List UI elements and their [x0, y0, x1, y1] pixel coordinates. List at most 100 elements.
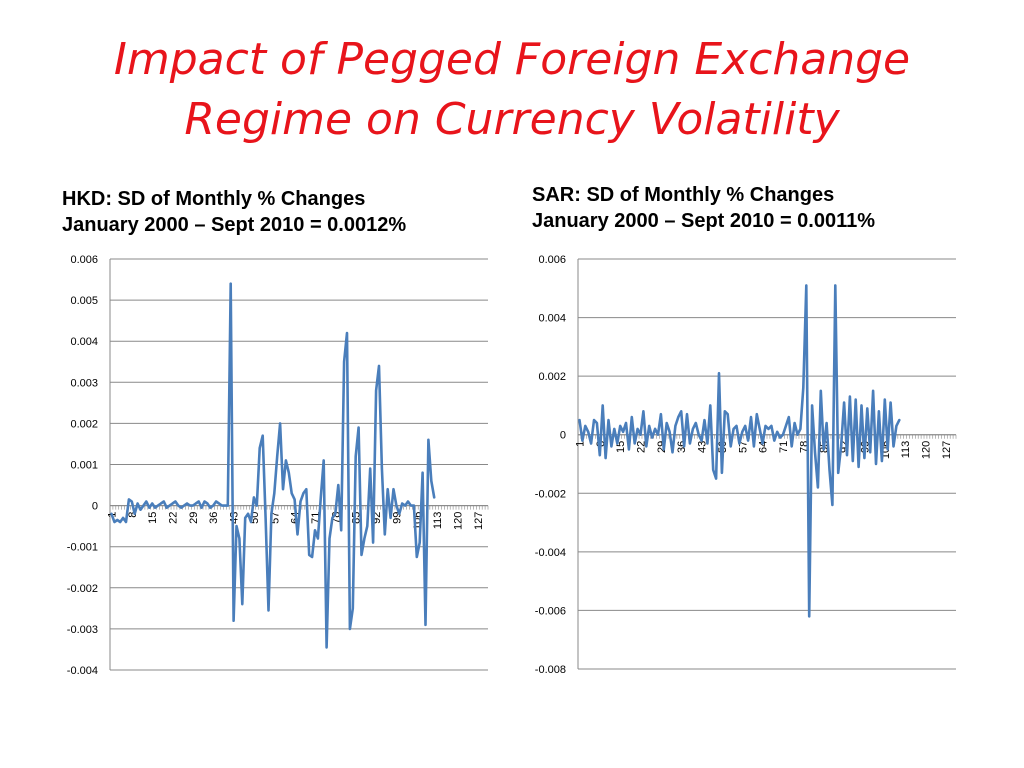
sar-data-point: [660, 413, 662, 415]
sar-data-point: [698, 434, 700, 436]
sar-data-point: [881, 460, 883, 462]
hkd-y-tick-label: 0.005: [70, 295, 98, 307]
sar-data-point: [599, 454, 601, 456]
slide-title-line-2: Regime on Currency Volatility: [184, 94, 840, 145]
sar-data-point: [834, 284, 836, 286]
sar-data-point: [814, 451, 816, 453]
sar-data-point: [596, 422, 598, 424]
sar-data-point: [628, 448, 630, 450]
sar-y-tick-label: 0.002: [538, 371, 566, 383]
sar-x-tick-label: 22: [636, 441, 648, 453]
sar-data-point: [695, 422, 697, 424]
sar-data-point: [898, 419, 900, 421]
sar-data-point: [590, 443, 592, 445]
sar-data-point: [840, 445, 842, 447]
sar-series-line: [578, 284, 901, 618]
hkd-x-tick-label: 43: [229, 512, 241, 524]
sar-data-point: [587, 431, 589, 433]
hkd-x-tick-label: 57: [269, 512, 281, 524]
sar-data-point: [683, 445, 685, 447]
sar-data-point: [858, 466, 860, 468]
sar-data-point: [878, 410, 880, 412]
sar-data-point: [616, 443, 618, 445]
sar-data-point: [738, 443, 740, 445]
sar-data-point: [663, 448, 665, 450]
sar-y-tick-label: 0.004: [538, 313, 566, 325]
sar-data-point: [724, 410, 726, 412]
hkd-y-tick-label: 0.003: [70, 377, 98, 389]
sar-data-point: [680, 410, 682, 412]
sar-x-tick-label: 127: [941, 441, 953, 459]
hkd-x-tick-label: 127: [473, 512, 485, 530]
sar-data-point: [703, 419, 705, 421]
sar-data-point: [895, 425, 897, 427]
sar-heading-line-1: SAR: SD of Monthly % Changes: [532, 184, 835, 206]
sar-data-point: [829, 469, 831, 471]
sar-data-point: [625, 422, 627, 424]
hkd-x-tick-label: 8: [127, 512, 139, 518]
sar-data-point: [773, 440, 775, 442]
sar-x-tick-label: 1: [574, 441, 586, 447]
sar-data-point: [823, 448, 825, 450]
sar-data-point: [802, 387, 804, 389]
sar-data-point: [706, 443, 708, 445]
hkd-x-tick-label: 113: [432, 512, 444, 530]
hkd-y-tick-label: 0: [92, 501, 98, 513]
sar-data-point: [735, 425, 737, 427]
sar-data-point: [852, 460, 854, 462]
sar-y-tick-label: -0.006: [535, 605, 566, 617]
sar-data-point: [744, 425, 746, 427]
sar-x-tick-label: 64: [758, 441, 770, 453]
sar-data-point: [727, 413, 729, 415]
sar-data-point: [581, 440, 583, 442]
sar-data-point: [890, 402, 892, 404]
sar-data-point: [788, 416, 790, 418]
sar-y-tick-label: -0.002: [535, 488, 566, 500]
sar-data-point: [672, 451, 674, 453]
hkd-y-tick-label: 0.006: [70, 254, 98, 266]
sar-chart-heading: SAR: SD of Monthly % Changes January 200…: [532, 182, 875, 234]
sar-data-point: [872, 390, 874, 392]
hkd-y-tick-label: -0.002: [67, 583, 98, 595]
sar-data-point: [887, 448, 889, 450]
sar-data-point: [709, 404, 711, 406]
sar-data-point: [861, 404, 863, 406]
sar-data-point: [799, 428, 801, 430]
hkd-y-tick-label: 0.002: [70, 418, 98, 430]
sar-x-tick-label: 29: [656, 441, 668, 453]
sar-data-point: [753, 445, 755, 447]
sar-data-point: [866, 407, 868, 409]
sar-x-tick-label: 43: [697, 441, 709, 453]
sar-data-point: [608, 419, 610, 421]
sar-data-point: [892, 445, 894, 447]
sar-data-point: [741, 431, 743, 433]
hkd-x-tick-label: 120: [452, 512, 464, 530]
sar-data-point: [869, 451, 871, 453]
sar-x-tick-label: 36: [676, 441, 688, 453]
sar-data-point: [619, 425, 621, 427]
hkd-series-line: [110, 282, 436, 649]
sar-data-point: [756, 413, 758, 415]
sar-data-point: [669, 431, 671, 433]
sar-data-point: [602, 404, 604, 406]
sar-data-point: [762, 443, 764, 445]
sar-heading-line-2: January 2000 – Sept 2010 = 0.0011%: [532, 210, 876, 232]
sar-data-point: [808, 615, 810, 617]
sar-y-tick-label: 0: [560, 430, 566, 442]
sar-data-point: [578, 419, 580, 421]
hkd-chart-heading: HKD: SD of Monthly % Changes January 200…: [62, 186, 406, 238]
sar-data-point: [657, 434, 659, 436]
sar-data-point: [730, 445, 732, 447]
hkd-x-tick-label: 50: [249, 512, 261, 524]
hkd-heading-line-1: HKD: SD of Monthly % Changes: [62, 188, 366, 210]
sar-data-point: [849, 396, 851, 398]
hkd-x-tick-label: 36: [208, 512, 220, 524]
sar-data-point: [674, 425, 676, 427]
sar-data-point: [794, 422, 796, 424]
sar-y-tick-label: -0.008: [535, 664, 566, 676]
sar-data-point: [863, 457, 865, 459]
sar-x-tick-label: 120: [920, 441, 932, 459]
hkd-x-tick-label: 15: [147, 512, 159, 524]
sar-data-point: [884, 399, 886, 401]
